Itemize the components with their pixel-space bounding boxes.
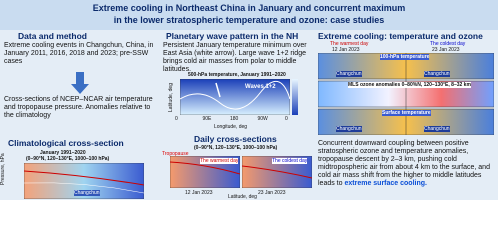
x-tick-label: 180 (230, 116, 239, 122)
label: 100-hPa temperature (380, 54, 430, 60)
axis-label: Latitude, deg (168, 83, 174, 112)
label: The coldest day (272, 158, 308, 164)
x-tick-label: 0 (175, 116, 178, 122)
colorbar (292, 79, 298, 115)
x-tick-label: 90W (257, 116, 268, 122)
map-plot (180, 79, 290, 115)
text: Cross-sections of NCEP–NCAR air temperat… (4, 96, 153, 119)
heading: Data and method (18, 31, 87, 41)
title-line: Extreme cooling in Northeast China in Ja… (92, 3, 406, 13)
heading: Climatological cross-section (8, 138, 124, 148)
map-title: 500-hPa temperature, January 1991–2020 (188, 72, 286, 78)
label: Changchun (74, 190, 100, 196)
conclusion: Concurrent downward coupling between pos… (318, 140, 496, 188)
date: 23 Jan 2023 (258, 190, 286, 196)
title-bar: Extreme cooling in Northeast China in Ja… (0, 0, 498, 30)
heading: Daily cross-sections (194, 134, 277, 144)
title-line: in the lower stratospheric temperature a… (113, 15, 385, 25)
axis-label: Longitude, deg (214, 124, 248, 130)
label: Changchun (424, 126, 450, 132)
label: Waves 1+2 (245, 84, 276, 90)
subtitle: (0–90°N, 120–130°E, 1000–100 hPa) (194, 145, 278, 151)
text: Concurrent downward coupling between pos… (318, 140, 490, 187)
text: Extreme cooling events in Changchun, Chi… (4, 42, 154, 65)
date: 23 Jan 2023 (432, 47, 460, 53)
subtitle: (0–90°N, 120–130°E, 1000–100 hPa) (26, 156, 110, 162)
text: extreme surface cooling. (344, 180, 427, 187)
panels (318, 53, 494, 135)
label: Tropopause (162, 151, 189, 157)
subtitle: January 1991–2020 (40, 150, 86, 156)
date: 12 Jan 2023 (185, 190, 213, 196)
label: Changchun (336, 71, 362, 77)
date: 12 Jan 2023 (332, 47, 360, 53)
label: The warmest day (330, 41, 369, 47)
label: Changchun (336, 126, 362, 132)
graphical-abstract: Extreme cooling in Northeast China in Ja… (0, 0, 498, 200)
label: Surface temperature (382, 110, 431, 116)
axis-label: Pressure, hPa (0, 153, 6, 185)
arrow (71, 72, 89, 94)
heading: Planetary wave pattern in the NH (166, 31, 299, 41)
x-tick-label: 0 (285, 116, 288, 122)
axis-label: Latitude, deg (228, 194, 257, 200)
text: Persistent January temperature minimum o… (163, 42, 307, 73)
label: MLS ozone anomalies 0–80%N, 120–130°E, 8… (348, 82, 471, 88)
label: The warmest day (200, 158, 239, 164)
x-tick-label: 90E (202, 116, 212, 122)
label: Changchun (424, 71, 450, 77)
heading: Extreme cooling: temperature and ozone (318, 31, 483, 41)
label: The coldest day (430, 41, 466, 47)
